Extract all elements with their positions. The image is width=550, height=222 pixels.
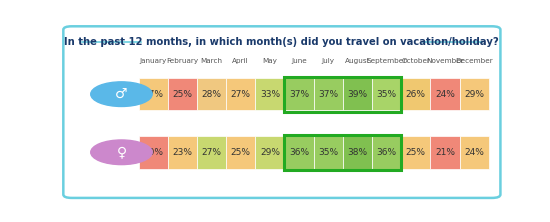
FancyBboxPatch shape bbox=[255, 78, 284, 110]
Text: February: February bbox=[166, 58, 199, 64]
FancyBboxPatch shape bbox=[343, 136, 372, 168]
Text: 24%: 24% bbox=[435, 90, 455, 99]
Text: In the past 12 months, in which month(s) did you travel on vacation/holiday?: In the past 12 months, in which month(s)… bbox=[64, 37, 499, 47]
FancyBboxPatch shape bbox=[402, 136, 431, 168]
Text: June: June bbox=[291, 58, 307, 64]
Text: 27%: 27% bbox=[230, 90, 251, 99]
Text: 36%: 36% bbox=[377, 148, 397, 157]
Circle shape bbox=[91, 82, 152, 107]
Text: 24%: 24% bbox=[464, 148, 484, 157]
Text: ♀: ♀ bbox=[117, 145, 126, 159]
Text: January: January bbox=[140, 58, 167, 64]
Text: 29%: 29% bbox=[464, 90, 484, 99]
Text: 35%: 35% bbox=[318, 148, 338, 157]
Text: 21%: 21% bbox=[435, 148, 455, 157]
FancyBboxPatch shape bbox=[63, 26, 500, 198]
Text: 28%: 28% bbox=[201, 90, 222, 99]
Text: 36%: 36% bbox=[289, 148, 309, 157]
FancyBboxPatch shape bbox=[431, 136, 460, 168]
Text: 25%: 25% bbox=[172, 90, 192, 99]
Text: 37%: 37% bbox=[289, 90, 309, 99]
FancyBboxPatch shape bbox=[226, 78, 255, 110]
FancyBboxPatch shape bbox=[431, 78, 460, 110]
Text: 20%: 20% bbox=[143, 148, 163, 157]
FancyBboxPatch shape bbox=[197, 136, 226, 168]
FancyBboxPatch shape bbox=[284, 136, 314, 168]
FancyBboxPatch shape bbox=[139, 78, 168, 110]
FancyBboxPatch shape bbox=[197, 78, 226, 110]
Text: 27%: 27% bbox=[201, 148, 222, 157]
Text: October: October bbox=[402, 58, 430, 64]
FancyBboxPatch shape bbox=[372, 78, 401, 110]
Text: December: December bbox=[455, 58, 493, 64]
FancyBboxPatch shape bbox=[314, 136, 343, 168]
FancyBboxPatch shape bbox=[168, 78, 197, 110]
Text: 37%: 37% bbox=[318, 90, 338, 99]
Text: November: November bbox=[426, 58, 464, 64]
Text: April: April bbox=[232, 58, 249, 64]
Text: August: August bbox=[345, 58, 370, 64]
Text: 35%: 35% bbox=[377, 90, 397, 99]
FancyBboxPatch shape bbox=[284, 78, 314, 110]
Text: 26%: 26% bbox=[406, 90, 426, 99]
Text: May: May bbox=[262, 58, 277, 64]
FancyBboxPatch shape bbox=[460, 136, 489, 168]
Text: July: July bbox=[322, 58, 335, 64]
Circle shape bbox=[91, 140, 152, 165]
FancyBboxPatch shape bbox=[314, 78, 343, 110]
Text: 23%: 23% bbox=[172, 148, 192, 157]
Text: September: September bbox=[366, 58, 407, 64]
Text: 29%: 29% bbox=[260, 148, 280, 157]
Text: 25%: 25% bbox=[230, 148, 251, 157]
Text: March: March bbox=[201, 58, 223, 64]
FancyBboxPatch shape bbox=[255, 136, 284, 168]
FancyBboxPatch shape bbox=[343, 78, 372, 110]
Text: 39%: 39% bbox=[348, 90, 367, 99]
Text: 33%: 33% bbox=[260, 90, 280, 99]
Text: ♂: ♂ bbox=[115, 87, 128, 101]
FancyBboxPatch shape bbox=[402, 78, 431, 110]
FancyBboxPatch shape bbox=[460, 78, 489, 110]
FancyBboxPatch shape bbox=[372, 136, 401, 168]
FancyBboxPatch shape bbox=[226, 136, 255, 168]
Text: 25%: 25% bbox=[406, 148, 426, 157]
FancyBboxPatch shape bbox=[168, 136, 197, 168]
Text: 27%: 27% bbox=[143, 90, 163, 99]
Text: 38%: 38% bbox=[348, 148, 367, 157]
FancyBboxPatch shape bbox=[139, 136, 168, 168]
